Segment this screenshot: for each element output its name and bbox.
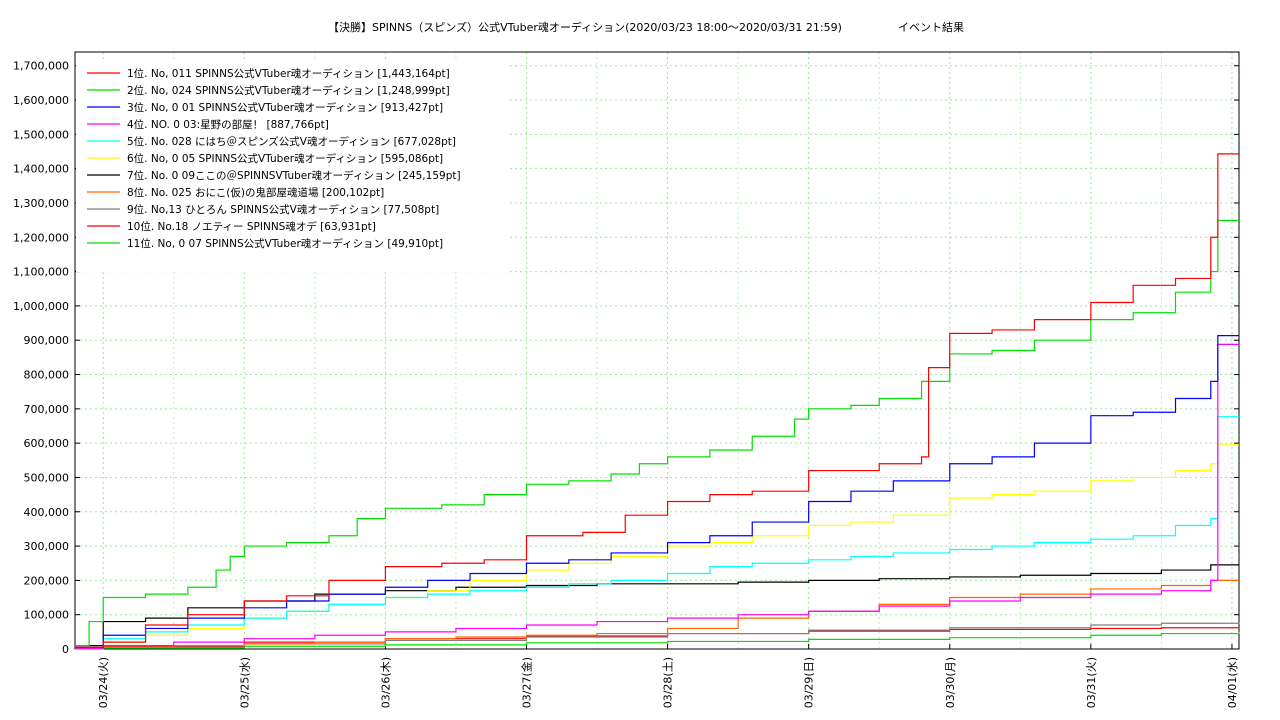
y-tick-label: 1,300,000 — [13, 197, 69, 210]
y-tick-label: 1,700,000 — [13, 60, 69, 73]
legend-entry: 7位. No. 0 09ここの＠SPINNSVTuber魂オーディション [24… — [127, 169, 461, 182]
series-line — [75, 153, 1239, 648]
legend-entry: 11位. No, 0 07 SPINNS公式VTuber魂オーディション [49… — [127, 237, 443, 250]
legend-entry: 10位. No.18 ノエティー SPINNS魂オデ [63,931pt] — [127, 220, 376, 233]
x-tick-label: 03/25(水) — [238, 657, 251, 708]
legend-entry: 8位. No. 025 おにこ(仮)の鬼部屋魂道場 [200,102pt] — [127, 186, 384, 199]
series-line — [75, 579, 1239, 650]
y-axis: 0 100,000 200,000 300,000 400,000 500,000 600,… — [13, 60, 1239, 656]
legend-entry: 6位. No, 0 05 SPINNS公式VTuber魂オーディション [595… — [127, 152, 443, 165]
y-tick-label: 900,000 — [24, 334, 70, 347]
series-lines — [75, 153, 1240, 650]
x-axis: 03/24(火) 03/25(水) 03/26(木) 03/27(金) 03/28(土)… — [97, 644, 1239, 708]
grid — [75, 52, 1239, 649]
series-line — [75, 219, 1239, 647]
chart-title: 【決勝】SPINNS（スピンズ）公式VTuber魂オーディション(2020/03… — [328, 20, 842, 34]
x-tick-label: 03/28(土) — [662, 657, 675, 708]
legend-entry: 9位. No,13 ひとろん SPINNS公式V魂オーディション [77,508… — [127, 203, 439, 216]
y-tick-label: 0 — [62, 643, 69, 656]
x-tick-label: 03/24(火) — [97, 657, 110, 708]
y-tick-label: 1,500,000 — [13, 128, 69, 141]
y-tick-label: 1,600,000 — [13, 94, 69, 107]
series-line — [75, 335, 1239, 648]
chart-subtitle: イベント結果 — [898, 20, 964, 34]
series-line — [75, 631, 1240, 650]
plot-area-frame — [74, 51, 1240, 650]
x-tick-label: 03/29(日) — [803, 657, 816, 708]
legend-entry: 3位. No, 0 01 SPINNS公式VTuber魂オーディション [913… — [127, 101, 443, 114]
x-tick-label: 04/01(水) — [1226, 657, 1239, 708]
x-tick-label: 03/26(木) — [379, 657, 392, 708]
legend-box — [76, 62, 508, 272]
y-tick-label: 300,000 — [24, 540, 70, 553]
y-tick-label: 1,000,000 — [13, 300, 69, 313]
legend-entry: 5位. No. 028 にはち＠スピンズ公式V魂オーディション [677,028… — [127, 135, 456, 148]
y-tick-label: 100,000 — [24, 609, 70, 622]
series-line — [75, 343, 1239, 649]
legend-entry: 4位. NO. 0 03:星野の部屋！ [887,766pt] — [127, 118, 329, 131]
legend-entry: 2位. No, 024 SPINNS公式VTuber魂オーディション [1,24… — [127, 84, 450, 97]
series-line — [75, 416, 1239, 648]
x-tick-label: 03/30(月) — [944, 657, 957, 708]
y-tick-label: 1,100,000 — [13, 266, 69, 279]
x-tick-label: 03/31(火) — [1085, 657, 1098, 708]
y-tick-label: 1,400,000 — [13, 163, 69, 176]
y-tick-label: 1,200,000 — [13, 231, 69, 244]
y-tick-label: 200,000 — [24, 574, 70, 587]
legend-entry: 1位. No, 011 SPINNS公式VTuber魂オーディション [1,44… — [127, 67, 450, 80]
y-tick-label: 700,000 — [24, 403, 70, 416]
x-tick-label: 03/27(金) — [519, 657, 533, 708]
y-tick-label: 500,000 — [24, 471, 70, 484]
legend: 1位. No, 011 SPINNS公式VTuber魂オーディション [1,44… — [76, 62, 508, 272]
y-tick-label: 600,000 — [24, 437, 70, 450]
y-tick-label: 400,000 — [24, 506, 70, 519]
y-tick-label: 800,000 — [24, 369, 70, 382]
